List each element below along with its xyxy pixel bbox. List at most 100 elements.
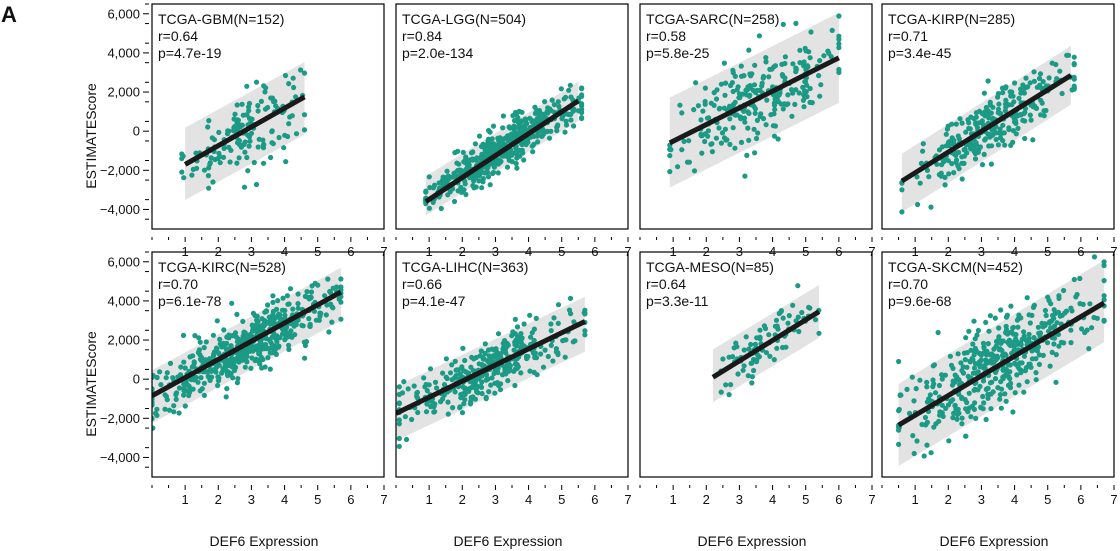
data-point	[545, 353, 551, 360]
data-point	[961, 153, 968, 159]
data-point	[959, 160, 965, 166]
data-point	[924, 399, 931, 405]
data-point	[228, 147, 234, 153]
data-point	[511, 118, 518, 124]
data-point	[196, 335, 202, 341]
data-point	[414, 389, 420, 396]
data-point	[223, 394, 229, 400]
data-point	[239, 122, 245, 128]
data-point	[932, 390, 939, 396]
data-point	[152, 410, 159, 416]
data-point	[579, 92, 585, 98]
data-point	[504, 153, 510, 159]
data-point	[527, 312, 533, 318]
data-point	[242, 364, 248, 370]
panel-title: TCGA-MESO(N=85)	[646, 259, 774, 275]
data-point	[513, 109, 519, 116]
x-tick-label: 1	[670, 492, 677, 507]
data-point	[782, 75, 788, 81]
data-point	[566, 87, 572, 93]
x-tick-label: 6	[591, 492, 598, 507]
data-point	[234, 102, 240, 108]
data-point	[198, 375, 204, 381]
data-point	[163, 375, 169, 381]
data-point	[1027, 320, 1033, 326]
data-point	[704, 115, 711, 121]
data-point	[702, 101, 708, 107]
data-point	[152, 387, 155, 393]
data-point	[980, 393, 986, 400]
data-point	[502, 343, 508, 349]
data-point	[430, 185, 436, 191]
data-point	[551, 315, 557, 321]
data-point	[539, 132, 545, 138]
data-point	[312, 280, 318, 286]
data-point	[162, 392, 168, 398]
data-point	[555, 302, 562, 308]
data-point	[571, 106, 577, 112]
data-point	[980, 378, 987, 384]
data-point	[1049, 349, 1055, 355]
p-value: p=6.1e-78	[158, 293, 222, 309]
data-point	[998, 307, 1004, 313]
data-point	[572, 338, 578, 344]
data-point	[807, 99, 813, 105]
data-point	[203, 339, 209, 345]
data-point	[675, 164, 681, 170]
data-point	[1036, 330, 1042, 336]
data-point	[996, 130, 1002, 136]
data-point	[505, 378, 511, 384]
data-point	[555, 320, 561, 326]
data-point	[511, 126, 517, 132]
data-point	[470, 149, 476, 155]
data-point	[785, 320, 791, 326]
data-point	[251, 159, 257, 166]
data-point	[549, 97, 555, 103]
data-point	[989, 143, 995, 149]
data-point	[527, 115, 533, 121]
data-point	[1011, 331, 1017, 337]
data-point	[476, 133, 483, 139]
data-point	[939, 372, 945, 378]
data-point	[423, 381, 429, 388]
data-point	[987, 380, 994, 386]
data-point	[260, 137, 266, 143]
data-point	[959, 421, 965, 427]
data-point	[511, 347, 517, 353]
data-point	[970, 370, 976, 376]
data-point	[480, 141, 486, 147]
data-point	[984, 348, 990, 354]
regression-line	[183, 94, 306, 167]
data-point	[782, 60, 788, 67]
data-point	[506, 124, 512, 130]
data-point	[917, 377, 923, 383]
data-point	[1000, 374, 1006, 380]
data-point	[293, 321, 299, 328]
data-point	[403, 436, 410, 443]
plot-frame	[395, 251, 629, 478]
data-point	[972, 148, 979, 154]
data-point	[713, 135, 720, 141]
data-point	[1036, 75, 1043, 82]
data-point	[801, 92, 807, 98]
data-point	[282, 72, 289, 79]
data-point	[1006, 125, 1012, 131]
data-point	[268, 345, 274, 351]
data-point	[476, 178, 482, 184]
data-point	[686, 138, 692, 144]
data-point	[996, 334, 1002, 340]
data-point	[896, 441, 902, 447]
data-point	[190, 386, 196, 392]
data-point	[679, 110, 685, 116]
data-point	[992, 315, 998, 321]
data-point	[733, 340, 739, 346]
x-tick-label: 1	[912, 492, 919, 507]
data-point	[1033, 377, 1039, 383]
data-point	[997, 126, 1003, 132]
data-point	[762, 325, 769, 332]
data-point	[243, 358, 249, 364]
data-point	[992, 376, 999, 382]
data-point	[507, 134, 513, 140]
data-point	[263, 341, 269, 348]
data-point	[441, 382, 448, 388]
